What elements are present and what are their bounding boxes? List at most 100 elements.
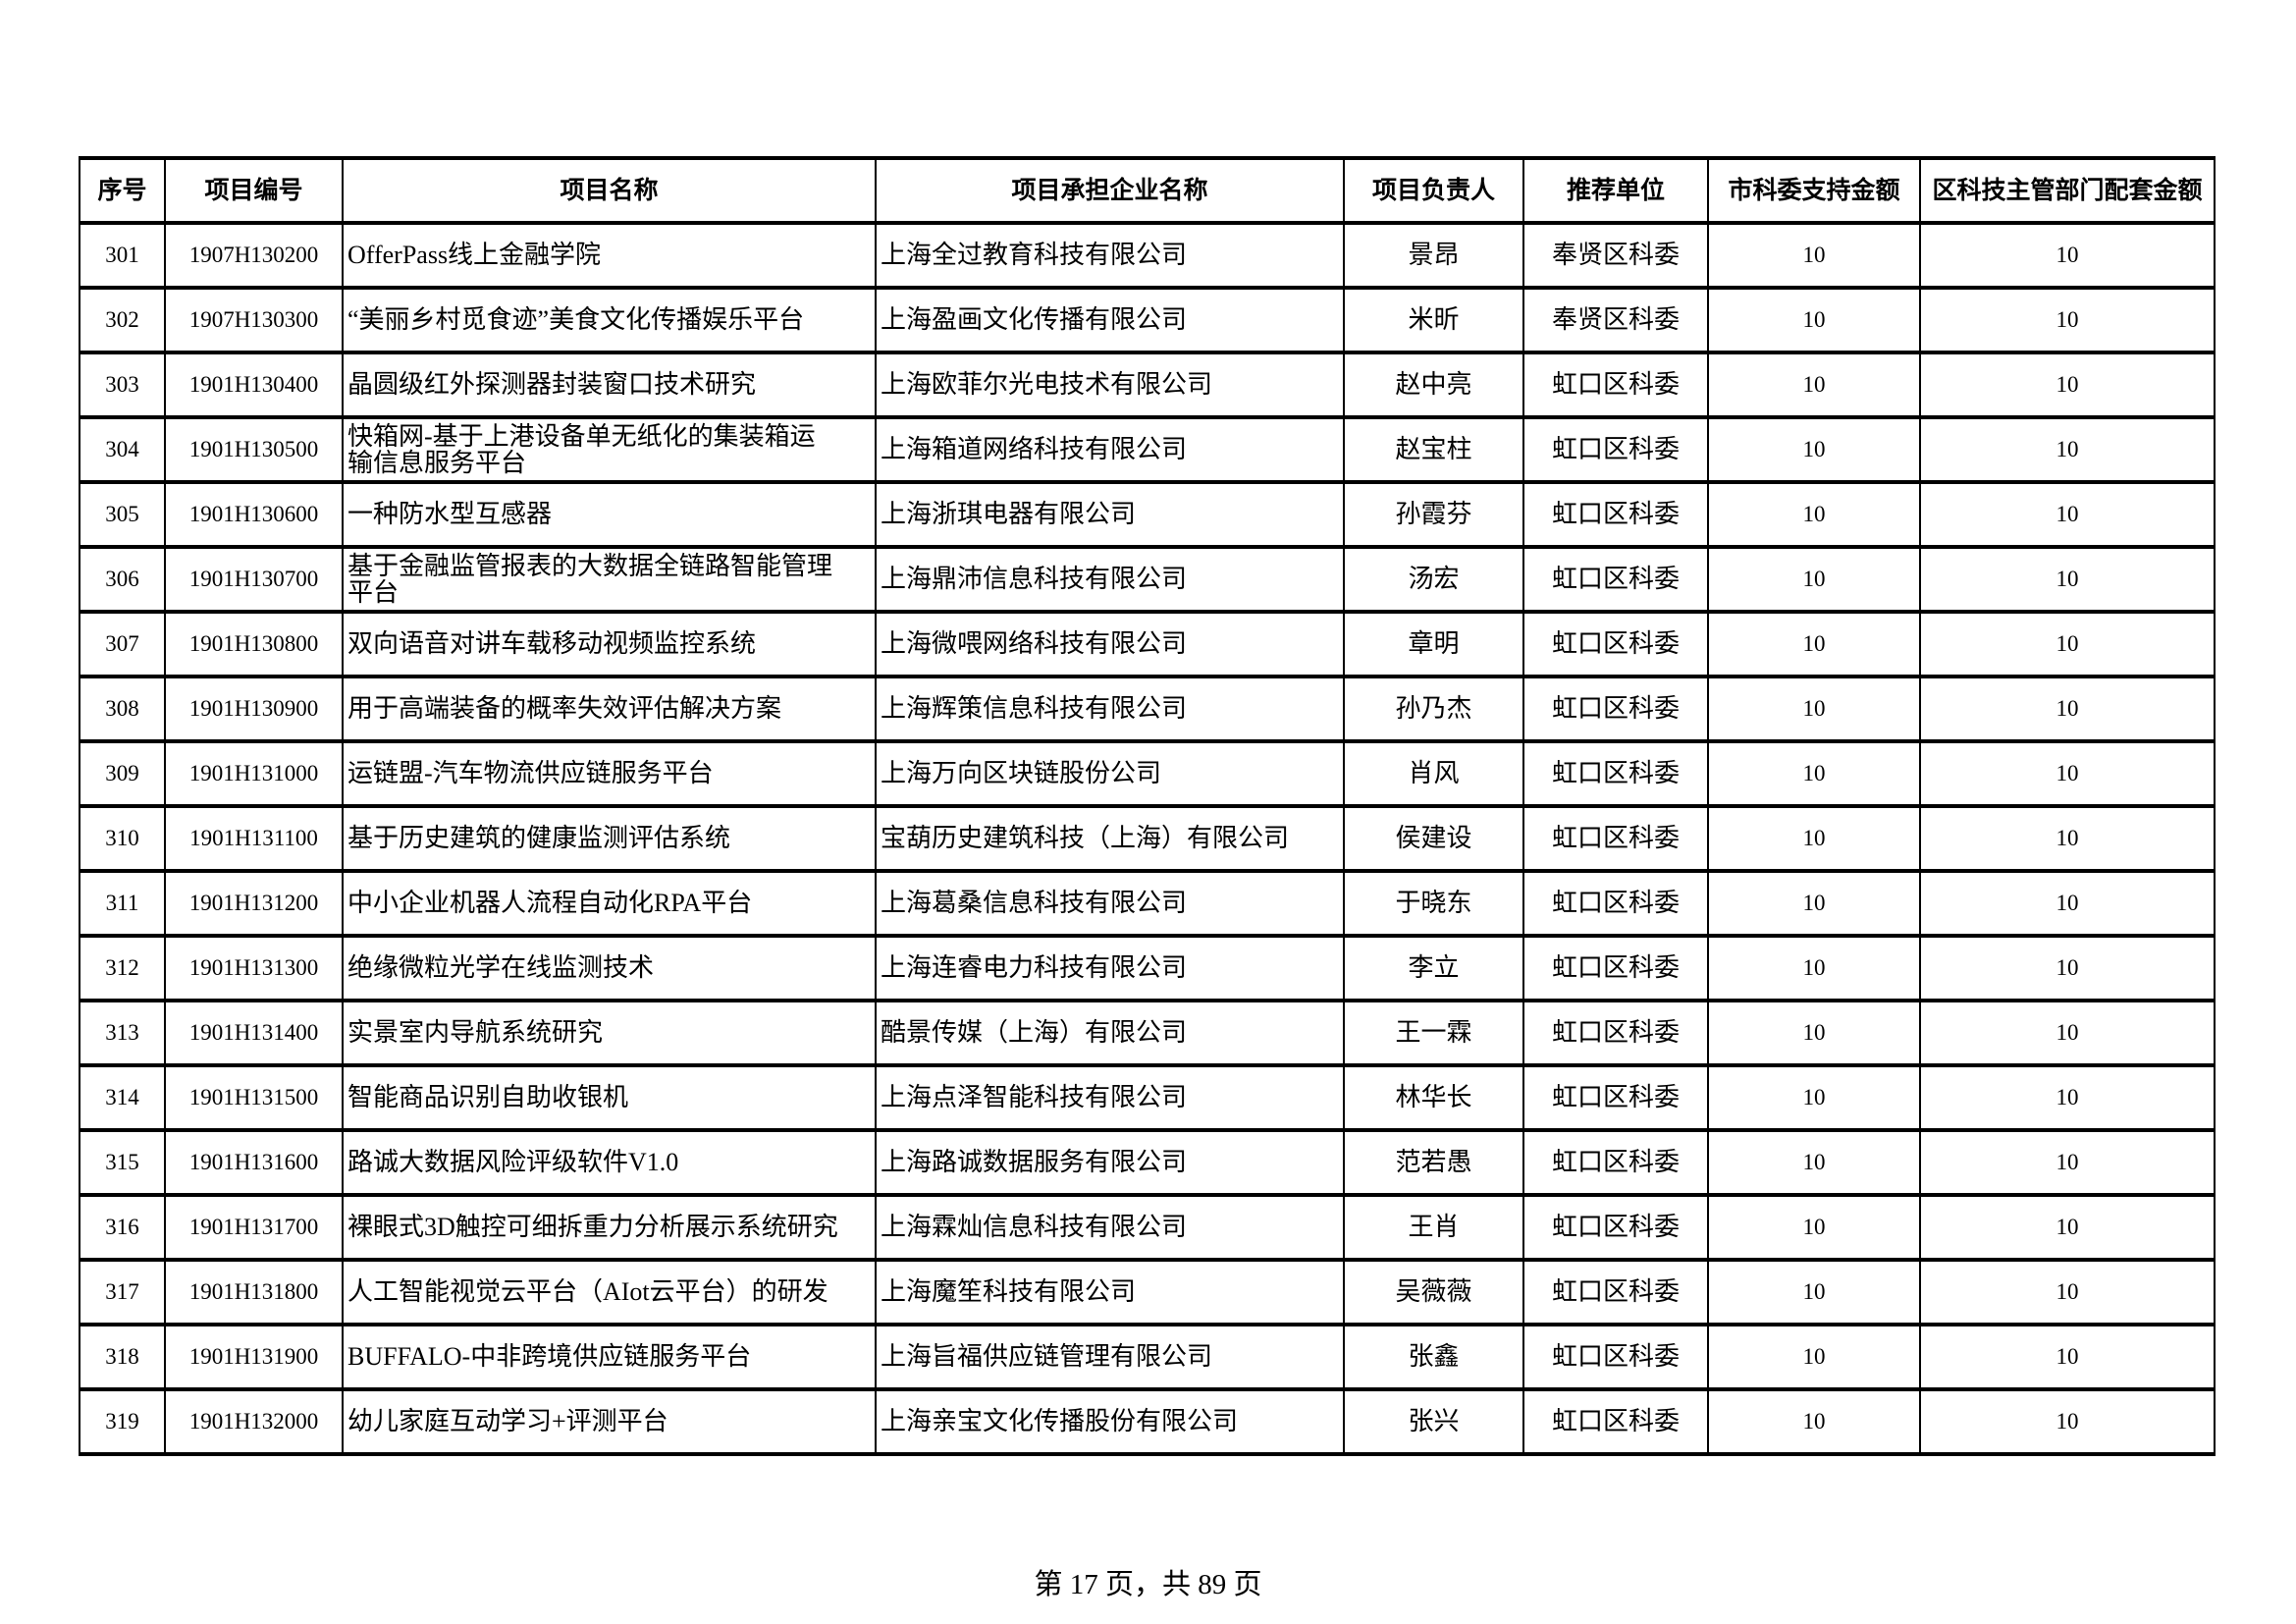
cell-company: 上海浙琪电器有限公司 [875, 480, 1345, 549]
cell-project-name: 运链盟-汽车物流供应链服务平台 [342, 739, 877, 808]
cell-project-id: 1901H132000 [164, 1387, 344, 1456]
table-row: 313 1901H131400 实景室内导航系统研究 酷景传媒（上海）有限公司 王一霖虹… [79, 999, 2216, 1067]
table-row: 312 1901H131300 绝缘微粒光学在线监测技术 上海连睿电力科技有限公司 李立… [79, 934, 2216, 1002]
cell-project-id: 1901H131600 [164, 1128, 344, 1197]
cell-company: 上海万向区块链股份公司 [875, 739, 1345, 808]
cell-project-name: 幼儿家庭互动学习+评测平台 [342, 1387, 877, 1456]
cell-project-name: BUFFALO-中非跨境供应链服务平台 [342, 1323, 877, 1391]
cell-city-funding: 10 [1707, 1258, 1921, 1326]
cell-company: 上海亲宝文化传播股份有限公司 [875, 1387, 1345, 1456]
cell-leader: 孙乃杰 [1343, 675, 1524, 743]
cell-index: 315 [79, 1128, 166, 1197]
cell-recommender: 奉贤区科委 [1522, 221, 1709, 290]
cell-district-funding: 10 [1919, 675, 2216, 743]
cell-leader: 肖风 [1343, 739, 1524, 808]
cell-index: 305 [79, 480, 166, 549]
cell-index: 310 [79, 804, 166, 873]
cell-city-funding: 10 [1707, 739, 1921, 808]
cell-project-name: 一种防水型互感器 [342, 480, 877, 549]
cell-district-funding: 10 [1919, 804, 2216, 873]
cell-district-funding: 10 [1919, 869, 2216, 938]
cell-index: 316 [79, 1193, 166, 1262]
header-city-funding: 市科委支持金额 [1707, 156, 1921, 225]
cell-recommender: 虹口区科委 [1522, 1193, 1709, 1262]
cell-city-funding: 10 [1707, 286, 1921, 354]
cell-company: 上海盈画文化传播有限公司 [875, 286, 1345, 354]
cell-district-funding: 10 [1919, 934, 2216, 1002]
cell-recommender: 虹口区科委 [1522, 675, 1709, 743]
header-recommender: 推荐单位 [1522, 156, 1709, 225]
cell-project-id: 1901H131200 [164, 869, 344, 938]
header-district-funding: 区科技主管部门配套金额 [1919, 156, 2216, 225]
cell-leader: 赵宝柱 [1343, 415, 1524, 484]
cell-recommender: 虹口区科委 [1522, 351, 1709, 419]
cell-company: 上海霖灿信息科技有限公司 [875, 1193, 1345, 1262]
cell-project-id: 1901H131300 [164, 934, 344, 1002]
cell-project-name: “美丽乡村觅食迹”美食文化传播娱乐平台 [342, 286, 877, 354]
cell-district-funding: 10 [1919, 1063, 2216, 1132]
cell-leader: 汤宏 [1343, 545, 1524, 614]
cell-city-funding: 10 [1707, 1323, 1921, 1391]
cell-company: 宝葫历史建筑科技（上海）有限公司 [875, 804, 1345, 873]
cell-project-name: 基于历史建筑的健康监测评估系统 [342, 804, 877, 873]
cell-company: 上海辉策信息科技有限公司 [875, 675, 1345, 743]
page-number: 第 17 页，共 89 页 [1034, 1569, 1262, 1600]
cell-index: 309 [79, 739, 166, 808]
cell-leader: 于晓东 [1343, 869, 1524, 938]
cell-index: 306 [79, 545, 166, 614]
cell-project-id: 1901H131700 [164, 1193, 344, 1262]
cell-district-funding: 10 [1919, 1128, 2216, 1197]
cell-project-name: OfferPass线上金融学院 [342, 221, 877, 290]
cell-index: 302 [79, 286, 166, 354]
cell-index: 319 [79, 1387, 166, 1456]
cell-recommender: 虹口区科委 [1522, 869, 1709, 938]
cell-company: 上海葛桑信息科技有限公司 [875, 869, 1345, 938]
cell-project-name: 用于高端装备的概率失效评估解决方案 [342, 675, 877, 743]
cell-project-id: 1901H131400 [164, 999, 344, 1067]
cell-city-funding: 10 [1707, 351, 1921, 419]
cell-recommender: 虹口区科委 [1522, 480, 1709, 549]
cell-index: 313 [79, 999, 166, 1067]
cell-city-funding: 10 [1707, 221, 1921, 290]
cell-district-funding: 10 [1919, 1387, 2216, 1456]
cell-company: 上海旨福供应链管理有限公司 [875, 1323, 1345, 1391]
cell-project-id: 1901H131900 [164, 1323, 344, 1391]
cell-city-funding: 10 [1707, 1387, 1921, 1456]
cell-project-name: 快箱网-基于上港设备单无纸化的集装箱运 输信息服务平台 [342, 415, 877, 484]
cell-company: 上海鼎沛信息科技有限公司 [875, 545, 1345, 614]
cell-index: 314 [79, 1063, 166, 1132]
cell-project-name: 基于金融监管报表的大数据全链路智能管理 平台 [342, 545, 877, 614]
cell-project-name: 智能商品识别自助收银机 [342, 1063, 877, 1132]
cell-project-name: 绝缘微粒光学在线监测技术 [342, 934, 877, 1002]
cell-district-funding: 10 [1919, 1323, 2216, 1391]
table-row: 308 1901H130900 用于高端装备的概率失效评估解决方案 上海辉策信息科技有… [79, 675, 2216, 743]
cell-recommender: 虹口区科委 [1522, 1128, 1709, 1197]
cell-city-funding: 10 [1707, 1193, 1921, 1262]
cell-company: 上海全过教育科技有限公司 [875, 221, 1345, 290]
cell-index: 301 [79, 221, 166, 290]
cell-project-id: 1901H130700 [164, 545, 344, 614]
cell-recommender: 虹口区科委 [1522, 415, 1709, 484]
cell-district-funding: 10 [1919, 221, 2216, 290]
cell-index: 307 [79, 610, 166, 678]
cell-leader: 王肖 [1343, 1193, 1524, 1262]
cell-district-funding: 10 [1919, 999, 2216, 1067]
cell-index: 308 [79, 675, 166, 743]
project-table: 序号 项目编号 项目名称 项目承担企业名称 项目负责人 推荐单位 市科委支持金额… [79, 156, 2216, 1456]
header-row: 序号 项目编号 项目名称 项目承担企业名称 项目负责人 推荐单位 市科委支持金额… [79, 156, 2216, 225]
cell-project-name: 晶圆级红外探测器封装窗口技术研究 [342, 351, 877, 419]
cell-index: 318 [79, 1323, 166, 1391]
cell-index: 304 [79, 415, 166, 484]
cell-city-funding: 10 [1707, 999, 1921, 1067]
cell-company: 上海魔笙科技有限公司 [875, 1258, 1345, 1326]
table-row: 305 1901H130600 一种防水型互感器 上海浙琪电器有限公司 孙霞芬 虹口区科委… [79, 480, 2216, 549]
cell-district-funding: 10 [1919, 1193, 2216, 1262]
cell-city-funding: 10 [1707, 1128, 1921, 1197]
cell-project-name: 裸眼式3D触控可细拆重力分析展示系统研究 [342, 1193, 877, 1262]
cell-leader: 赵中亮 [1343, 351, 1524, 419]
cell-project-id: 1901H130600 [164, 480, 344, 549]
cell-index: 317 [79, 1258, 166, 1326]
cell-index: 312 [79, 934, 166, 1002]
header-leader: 项目负责人 [1343, 156, 1524, 225]
cell-leader: 张兴 [1343, 1387, 1524, 1456]
